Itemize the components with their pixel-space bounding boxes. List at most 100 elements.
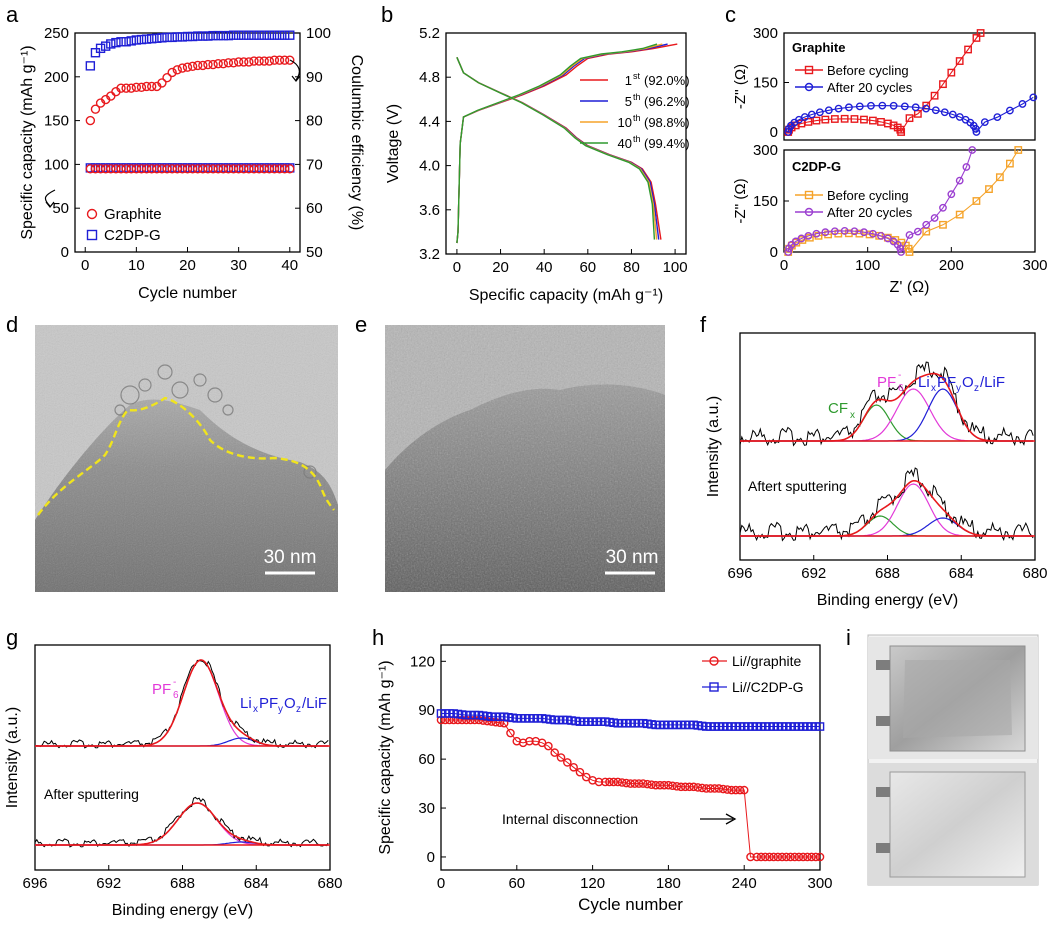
nyquist-point-graphite-after bbox=[800, 113, 809, 121]
plot-frame-h bbox=[440, 644, 821, 871]
data-point-3 bbox=[218, 30, 228, 41]
nyquist-point-graphite-after bbox=[889, 101, 898, 110]
data-point-2 bbox=[198, 164, 208, 174]
x-tick-label: 20 bbox=[492, 259, 509, 276]
data-point-2 bbox=[126, 164, 136, 174]
x-tick-label: 40 bbox=[536, 259, 553, 276]
data-point-3 bbox=[106, 39, 116, 49]
data-point-3 bbox=[228, 30, 239, 40]
data-point-0 bbox=[213, 58, 223, 69]
panel-label-f: f bbox=[700, 312, 707, 337]
data-point-0 bbox=[136, 82, 147, 93]
legend-label-graphite: Graphite bbox=[104, 206, 162, 223]
legend-marker-graphite bbox=[86, 208, 98, 220]
plot-frame-g bbox=[34, 644, 331, 871]
x-tick-label: 100 bbox=[855, 257, 880, 274]
nyquist-point-graphite-before bbox=[884, 119, 892, 128]
data-point-0 bbox=[208, 59, 218, 70]
nyquist-point-graphite-before bbox=[840, 114, 849, 123]
y-axis-label: Intensity (a.u.) bbox=[705, 396, 722, 497]
x-tick-label: 0 bbox=[453, 259, 461, 276]
nyquist-point-graphite-before bbox=[830, 115, 839, 123]
data-point-3 bbox=[167, 32, 177, 43]
nyquist-point-graphite-after bbox=[824, 106, 833, 115]
data-point-2 bbox=[157, 164, 167, 174]
legend-c2dpg-before-marker bbox=[804, 190, 814, 200]
data-point-3 bbox=[187, 31, 198, 42]
data-point-0 bbox=[239, 57, 249, 67]
legend-sup-3: th bbox=[633, 134, 641, 144]
legend-label-3: 40 bbox=[618, 136, 632, 151]
data-point-2 bbox=[121, 164, 131, 174]
data-point-2 bbox=[274, 164, 285, 174]
capacity-point-0 bbox=[777, 852, 787, 862]
data-point-2 bbox=[106, 164, 116, 174]
charge-curve-40th bbox=[456, 43, 658, 244]
nyquist-point-graphite-after bbox=[993, 113, 1002, 122]
nyquist-point-graphite-after bbox=[911, 103, 920, 112]
capacity-point-0 bbox=[790, 852, 800, 862]
legend-c2dpg-after-label: After 20 cycles bbox=[827, 205, 913, 220]
data-point-0 bbox=[269, 55, 280, 65]
data-point-2 bbox=[172, 164, 182, 174]
data-point-2 bbox=[254, 164, 264, 174]
peak-label-lipf-y: y bbox=[956, 383, 961, 394]
capacity-point-0 bbox=[773, 852, 783, 862]
data-point-0 bbox=[223, 58, 234, 68]
x-tick-label: 100 bbox=[663, 259, 688, 276]
nyquist-point-c2dpg-after bbox=[939, 203, 947, 212]
chart-h: 0 60 120 180 240 300 0 30 60 90 120 Cycle number Spe… bbox=[377, 644, 833, 914]
capacity-line-0 bbox=[441, 719, 820, 858]
data-point-2 bbox=[136, 164, 147, 174]
peak-label-lipf-z: z bbox=[296, 704, 301, 715]
arrow-right bbox=[289, 59, 300, 81]
legend-ce-0: (92.0%) bbox=[644, 73, 690, 88]
capacity-point-0 bbox=[617, 778, 627, 787]
y-tick-label: 5.2 bbox=[419, 25, 440, 42]
capacity-point-0 bbox=[693, 783, 703, 792]
data-point-3 bbox=[126, 36, 136, 46]
nyquist-point-graphite-after bbox=[931, 106, 940, 115]
y-tick-label: 150 bbox=[44, 113, 69, 130]
data-point-0 bbox=[187, 61, 198, 71]
data-point-2 bbox=[285, 164, 295, 174]
data-point-3 bbox=[269, 30, 280, 40]
data-point-0 bbox=[131, 82, 142, 93]
capacity-point-0 bbox=[735, 785, 745, 795]
data-point-3 bbox=[274, 30, 285, 40]
nyquist-point-graphite-before bbox=[913, 109, 922, 118]
scale-label-d: 30 nm bbox=[264, 547, 317, 568]
data-point-0 bbox=[157, 78, 167, 88]
y2-tick-label: 70 bbox=[306, 156, 323, 173]
x-axis-label: Cycle number bbox=[578, 895, 683, 914]
y2-tick-label: 90 bbox=[306, 69, 323, 86]
panel-label-b: b bbox=[381, 2, 393, 27]
data-point-0 bbox=[203, 59, 213, 70]
nyquist-point-c2dpg-after bbox=[913, 227, 922, 236]
capacity-point-0 bbox=[752, 852, 762, 862]
capacity-point-0 bbox=[575, 767, 585, 777]
x-tick-label: 300 bbox=[1022, 257, 1047, 274]
data-point-3 bbox=[172, 32, 182, 42]
xps-f-bottom-component-0 bbox=[740, 515, 1034, 537]
data-point-0 bbox=[259, 56, 269, 66]
data-point-0 bbox=[249, 56, 259, 66]
nyquist-point-graphite-after bbox=[1029, 93, 1038, 102]
x-tick-label: 684 bbox=[244, 875, 269, 892]
y-tick-label: 30 bbox=[418, 800, 435, 817]
y-tick-label: 250 bbox=[44, 25, 69, 42]
x-tick-label: 692 bbox=[801, 565, 826, 582]
data-point-0 bbox=[85, 115, 96, 126]
data-point-3 bbox=[259, 30, 269, 40]
capacity-point-0 bbox=[727, 785, 736, 795]
nyquist-point-graphite-after bbox=[878, 101, 887, 110]
data-point-2 bbox=[239, 164, 249, 174]
legend-li-c2dpg-marker bbox=[709, 682, 719, 692]
data-point-3 bbox=[162, 32, 172, 43]
data-point-0 bbox=[233, 57, 244, 67]
y-tick-label: 200 bbox=[44, 69, 69, 86]
nyquist-point-c2dpg-after bbox=[955, 176, 964, 185]
data-point-0 bbox=[116, 83, 126, 93]
legend-label-c2dpg: C2DP-G bbox=[104, 227, 161, 244]
nyquist-point-graphite-after bbox=[845, 103, 853, 112]
